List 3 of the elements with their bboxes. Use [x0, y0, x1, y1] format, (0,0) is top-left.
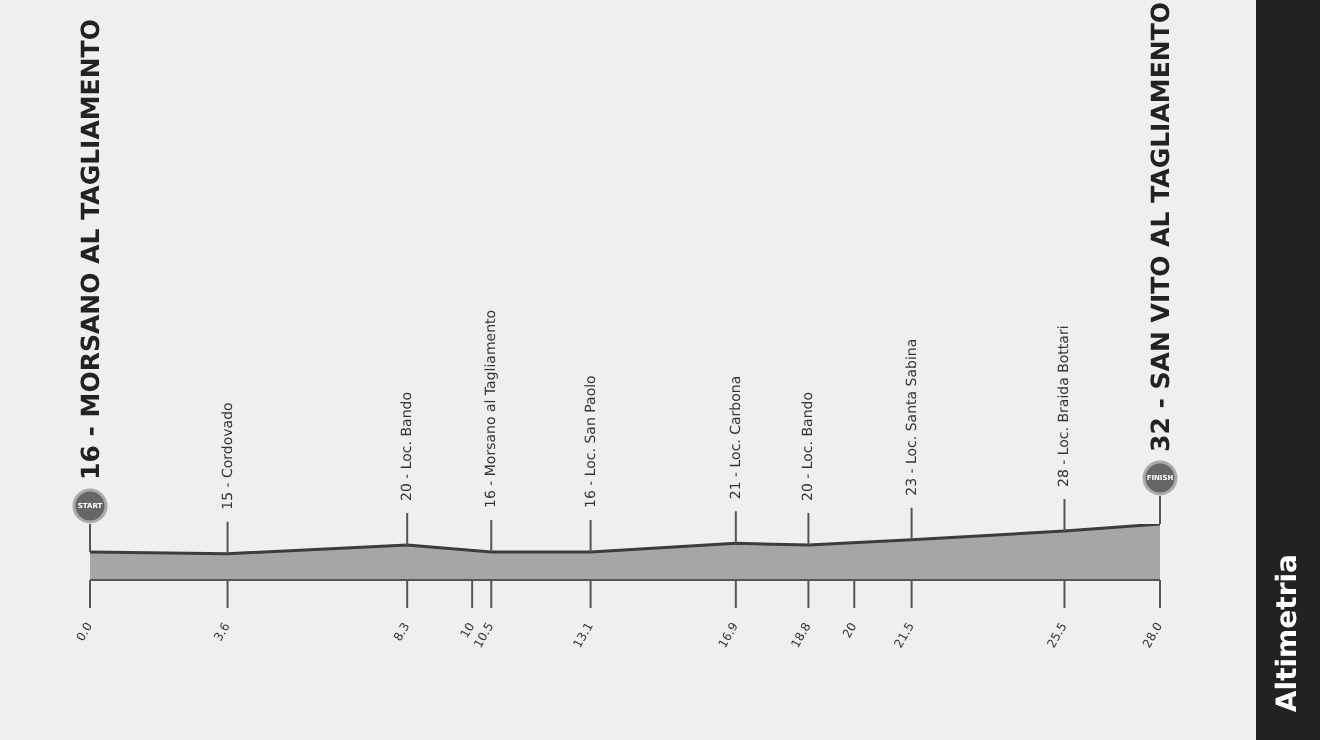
data-label: 32 - SAN VITO AL TAGLIAMENTO — [1145, 2, 1175, 452]
data-label: 16 - MORSANO AL TAGLIAMENTO — [75, 19, 105, 480]
text: Altimetria — [1272, 553, 1304, 712]
